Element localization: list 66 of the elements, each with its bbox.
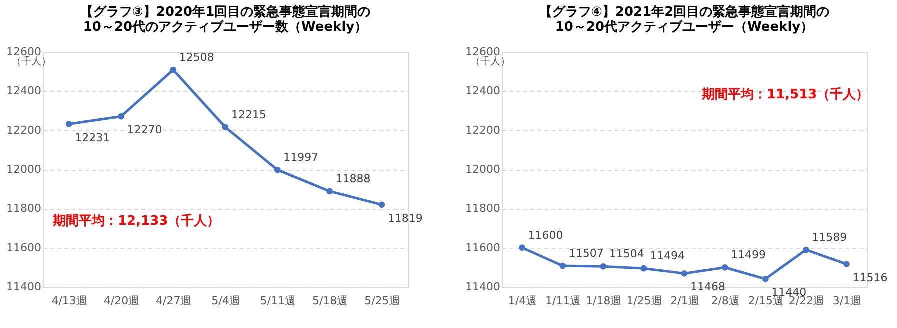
- data-label: 11888: [336, 172, 371, 186]
- point: [326, 188, 333, 195]
- x-tick-label: 5/11週: [260, 294, 296, 308]
- point: [762, 276, 769, 282]
- x-tick-label: 3/1週: [832, 294, 862, 308]
- x-tick-label: 1/4週: [508, 294, 538, 308]
- x-tick-label: 5/4週: [212, 294, 240, 308]
- data-label: 11589: [812, 230, 848, 244]
- point: [640, 265, 648, 272]
- data-label: 12270: [127, 124, 162, 137]
- text: 【グラフ④】2021年2回目の緊急事態宣言期間の: [539, 5, 830, 20]
- point: [803, 246, 810, 254]
- data-label: 11507: [568, 247, 604, 260]
- point: [519, 244, 526, 251]
- x-tick-label: 4/20週: [104, 294, 140, 308]
- point: [722, 264, 728, 271]
- y-tick-label: 11400: [6, 280, 42, 294]
- y-tick-label: 12400: [466, 84, 500, 98]
- data-label: 11499: [731, 248, 766, 262]
- point: [66, 121, 72, 128]
- data-label: 11819: [388, 212, 423, 225]
- y-tick-label: 11800: [466, 202, 500, 216]
- x-tick-label: 2/22週: [788, 294, 825, 308]
- x-tick-label: 4/13週: [52, 294, 88, 308]
- data-label: 12508: [179, 51, 214, 64]
- x-tick-label: 5/18週: [312, 294, 348, 308]
- x-tick-label: 1/25週: [626, 294, 662, 308]
- data-label: 11504: [609, 248, 644, 261]
- point: [844, 261, 850, 268]
- point: [600, 263, 607, 270]
- point: [222, 124, 229, 131]
- data-label: 11494: [650, 250, 685, 263]
- point: [170, 66, 177, 74]
- x-tick-label: 2/8週: [711, 294, 740, 308]
- data-label: 12231: [75, 131, 110, 144]
- y-tick-label: 12000: [466, 163, 500, 176]
- y-tick-label: 12400: [6, 84, 42, 98]
- x-tick-label: 4/27週: [156, 294, 192, 308]
- y-axis-title: （千人）: [470, 56, 510, 68]
- point: [560, 262, 566, 270]
- y-axis-title: （千人）: [12, 56, 52, 68]
- point: [274, 166, 281, 174]
- data-label: 11468: [690, 280, 726, 294]
- text: 10～20代アクティブユーザー（Weekly）: [555, 20, 814, 35]
- x-tick-label: 5/25週: [364, 294, 400, 308]
- point: [118, 113, 124, 120]
- y-tick-label: 11600: [6, 241, 42, 254]
- annotation: 期間平均：12,133（千人）: [52, 213, 220, 230]
- y-tick-label: 12200: [466, 124, 500, 137]
- x-tick-label: 1/18週: [586, 294, 622, 308]
- data-label: 12215: [232, 108, 266, 122]
- y-tick-label: 12000: [6, 163, 42, 176]
- y-tick-label: 11600: [466, 241, 500, 254]
- y-tick-label: 11400: [466, 280, 500, 294]
- point: [378, 202, 386, 208]
- data-label: 11997: [284, 151, 319, 164]
- data-label: 11600: [528, 228, 564, 242]
- x-tick-label: 2/1週: [670, 294, 700, 308]
- text: 【グラフ③】2020年1回目の緊急事態宣言期間の: [80, 5, 371, 20]
- y-tick-label: 12200: [6, 124, 42, 137]
- data-label: 11516: [852, 271, 888, 284]
- annotation: 期間平均：11,513（千人）: [701, 86, 870, 102]
- y-tick-label: 11800: [6, 202, 42, 216]
- text: 10～20代のアクティブユーザー数（Weekly）: [83, 20, 368, 35]
- x-tick-label: 1/11週: [545, 294, 582, 308]
- point: [681, 270, 688, 277]
